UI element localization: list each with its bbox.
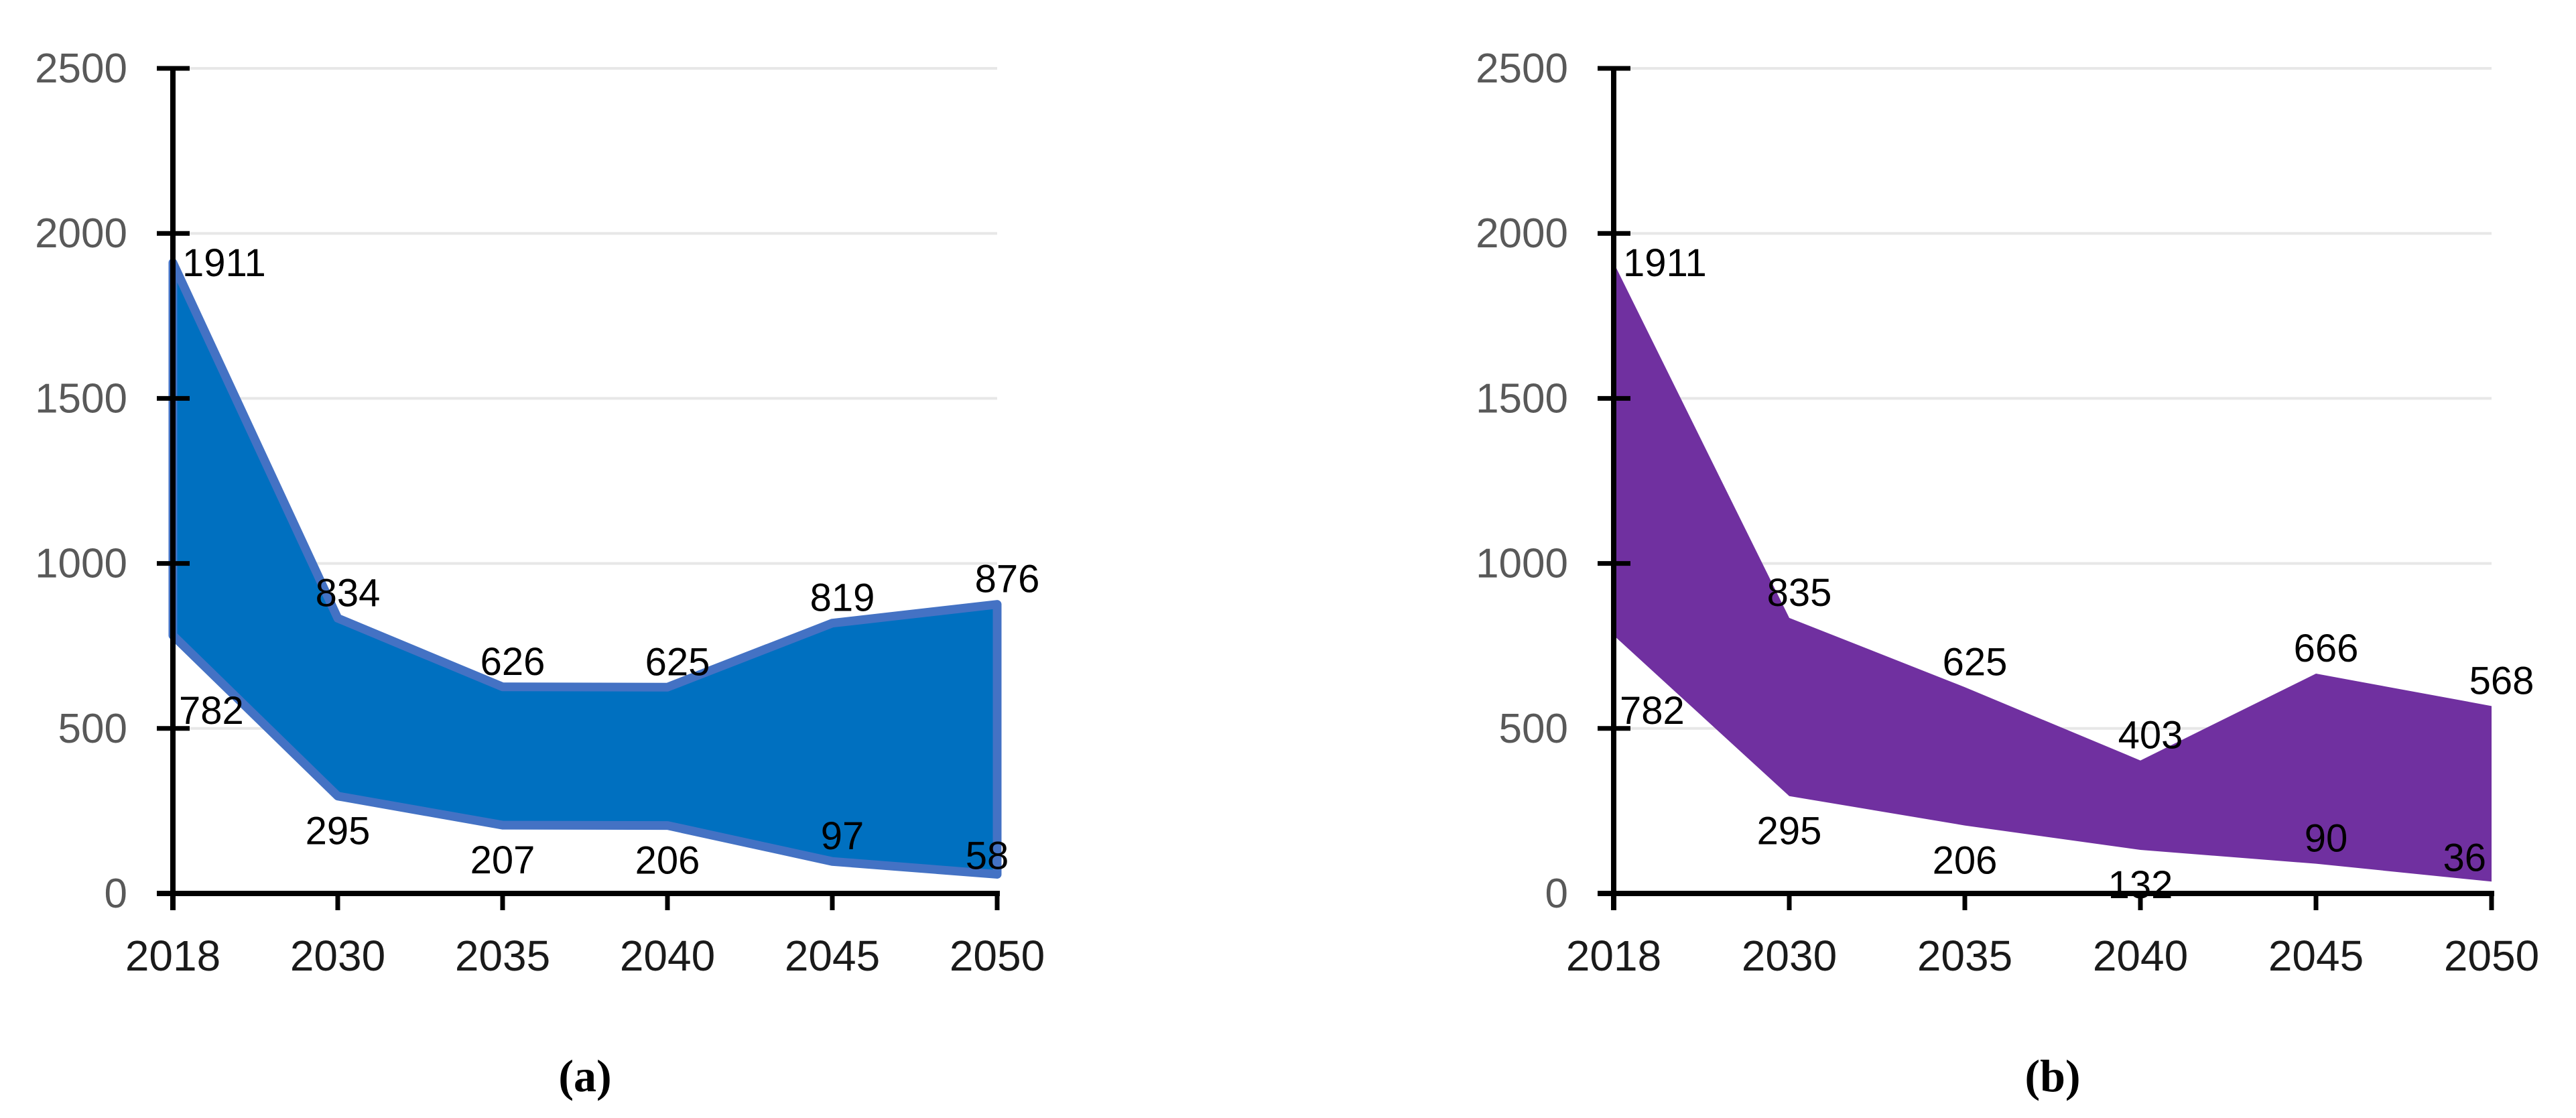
y-tick-label: 2500 (35, 46, 127, 92)
data-label: 782 (179, 689, 244, 733)
data-label: 132 (2108, 863, 2173, 907)
y-tick-label: 2500 (1476, 46, 1568, 92)
y-tick-label: 2000 (35, 210, 127, 257)
y-tick-label: 1500 (35, 375, 127, 422)
y-tick-label: 2000 (1476, 210, 1568, 257)
data-label: 58 (966, 834, 1009, 877)
x-tick-label: 2035 (1917, 932, 2012, 980)
chart-a-canvas: 0 500 1000 1500 2000 2500 2018 2030 2035 2040 2045… (35, 46, 1045, 980)
data-label: 90 (2305, 817, 2348, 861)
data-label: 834 (316, 571, 381, 615)
data-label: 1911 (1623, 241, 1707, 285)
caption-b: (b) (2024, 1050, 2081, 1101)
x-tick-label: 2030 (290, 932, 385, 980)
data-label: 819 (810, 576, 875, 620)
y-tick-label: 1500 (1476, 375, 1568, 422)
chart-b-canvas: 0 500 1000 1500 2000 2500 2018 2030 2035 2040 2045… (1476, 46, 2539, 980)
x-tick-label: 2018 (125, 932, 220, 980)
data-label: 206 (635, 839, 700, 883)
y-tick-label: 0 (105, 871, 127, 917)
y-tick-label: 500 (1499, 706, 1568, 752)
data-label: 625 (1943, 640, 2008, 684)
data-label: 206 (1933, 839, 1998, 883)
y-tick-label: 0 (1545, 871, 1568, 917)
data-label: 625 (645, 640, 710, 684)
x-tick-label: 2040 (2093, 932, 2188, 980)
y-tick-label: 1000 (1476, 541, 1568, 587)
x-tick-label: 2040 (620, 932, 715, 980)
x-tick-label: 2018 (1566, 932, 1661, 980)
data-label: 835 (1767, 571, 1832, 615)
data-label: 97 (821, 814, 864, 858)
x-tick-label: 2050 (2444, 932, 2539, 980)
data-label: 403 (2118, 714, 2183, 757)
data-label: 1911 (182, 241, 266, 285)
x-tick-label: 2035 (455, 932, 550, 980)
x-tick-label: 2045 (2268, 932, 2364, 980)
caption-a: (a) (558, 1050, 612, 1101)
area-band (168, 258, 1002, 879)
y-tick-label: 500 (58, 706, 127, 752)
data-label: 295 (1757, 810, 1822, 853)
area-band (1614, 263, 2492, 882)
x-tick-label: 2045 (785, 932, 880, 980)
data-label: 666 (2294, 627, 2359, 670)
x-tick-label: 2030 (1742, 932, 1837, 980)
y-tick-label: 1000 (35, 541, 127, 587)
data-label: 876 (975, 558, 1040, 601)
data-label: 36 (2443, 836, 2486, 879)
data-label: 782 (1620, 689, 1685, 733)
data-label: 626 (480, 640, 545, 684)
x-tick-label: 2050 (950, 932, 1045, 980)
data-label: 568 (2469, 659, 2534, 702)
data-label: 295 (306, 810, 371, 853)
data-label: 207 (470, 839, 535, 882)
